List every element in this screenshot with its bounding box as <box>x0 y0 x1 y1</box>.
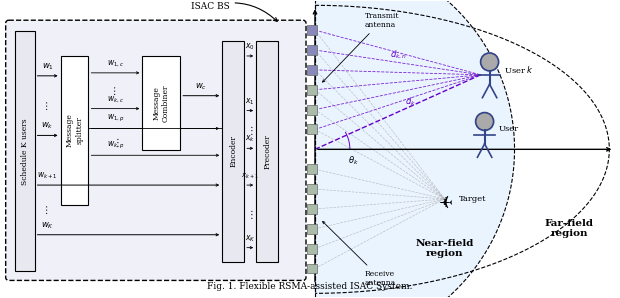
Text: $w_{k,c}$: $w_{k,c}$ <box>107 94 124 105</box>
Text: $\cdots$: $\cdots$ <box>111 86 120 96</box>
Text: $d_{k,n}$: $d_{k,n}$ <box>390 49 407 61</box>
Text: $\vdots$: $\vdots$ <box>246 208 254 221</box>
Text: Far-field
region: Far-field region <box>545 219 594 238</box>
Bar <box>307 65 317 75</box>
Bar <box>256 41 278 262</box>
Circle shape <box>476 113 494 131</box>
Text: $x_K$: $x_K$ <box>245 233 255 244</box>
Text: Near-field
region: Near-field region <box>415 239 474 258</box>
Text: $\cdots$: $\cdots$ <box>43 100 52 111</box>
Text: $d_k$: $d_k$ <box>405 95 415 108</box>
Text: $w_k$: $w_k$ <box>42 121 54 131</box>
Text: $\theta_k$: $\theta_k$ <box>348 155 358 167</box>
Text: $x_{k+1}$: $x_{k+1}$ <box>241 172 259 181</box>
Text: User: User <box>498 125 519 134</box>
Text: $\cdots$: $\cdots$ <box>43 205 52 215</box>
Text: User $k$: User $k$ <box>503 64 534 75</box>
Text: $w_{1,c}$: $w_{1,c}$ <box>107 59 124 69</box>
Bar <box>307 224 317 234</box>
Text: Message
Combiner: Message Combiner <box>153 84 170 122</box>
Bar <box>143 56 180 150</box>
Bar <box>61 56 89 205</box>
Text: $x_0$: $x_0$ <box>246 41 255 52</box>
Bar <box>307 204 317 214</box>
Bar <box>307 263 317 274</box>
Text: $w_{k+1}$: $w_{k+1}$ <box>37 171 58 181</box>
Text: Message
splitter: Message splitter <box>66 114 83 148</box>
Text: Schedule K users: Schedule K users <box>20 118 29 185</box>
Text: $w_1$: $w_1$ <box>42 61 53 72</box>
Text: ✈: ✈ <box>438 190 451 208</box>
Bar <box>307 45 317 55</box>
Text: Fig. 1. Flexible RSMA-assisted ISAC System.: Fig. 1. Flexible RSMA-assisted ISAC Syst… <box>207 282 413 291</box>
Text: $\vdots$: $\vdots$ <box>112 136 119 149</box>
Bar <box>307 184 317 194</box>
Text: Encoder: Encoder <box>229 135 237 167</box>
Circle shape <box>480 53 498 71</box>
FancyBboxPatch shape <box>6 20 306 280</box>
Bar <box>307 164 317 174</box>
Bar <box>307 125 317 134</box>
Bar <box>15 31 35 271</box>
Text: $\vdots$: $\vdots$ <box>246 124 254 137</box>
Text: $x_k$: $x_k$ <box>245 134 255 144</box>
Text: $w_{k,p}$: $w_{k,p}$ <box>107 140 124 151</box>
Text: Transmit
antenna: Transmit antenna <box>322 12 399 82</box>
Bar <box>307 85 317 95</box>
Text: Receive
antenna: Receive antenna <box>322 221 396 287</box>
Text: ISAC BS: ISAC BS <box>191 2 277 21</box>
PathPatch shape <box>315 0 515 298</box>
Text: Precoder: Precoder <box>263 134 271 169</box>
Bar <box>222 41 244 262</box>
Text: Target: Target <box>459 195 486 203</box>
Bar <box>307 105 317 114</box>
Text: $w_{1,p}$: $w_{1,p}$ <box>107 114 124 125</box>
Text: $w_K$: $w_K$ <box>41 220 54 231</box>
Text: $x_1$: $x_1$ <box>246 96 255 107</box>
Text: $w_c$: $w_c$ <box>195 81 207 92</box>
Bar <box>307 244 317 254</box>
Bar <box>307 25 317 35</box>
